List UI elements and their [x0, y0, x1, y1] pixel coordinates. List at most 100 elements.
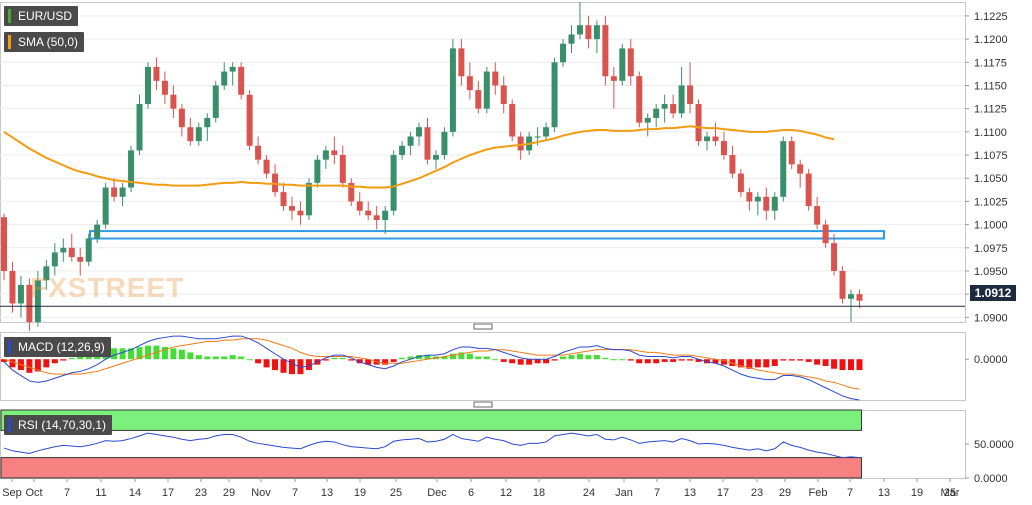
macd-histogram-bar	[695, 359, 702, 362]
macd-histogram-bar	[348, 359, 355, 361]
candle	[305, 178, 312, 220]
candle	[754, 192, 761, 216]
candle	[43, 259, 50, 290]
candle-body	[77, 257, 84, 262]
candle-body	[449, 48, 456, 132]
macd-histogram-bar	[780, 359, 787, 361]
macd-histogram-bar	[407, 356, 414, 360]
macd-label[interactable]: MACD (12,26,9)	[4, 337, 111, 357]
y-tick-label: 1.1000	[974, 220, 1008, 232]
macd-histogram-bar	[720, 359, 727, 365]
macd-histogram-bar	[272, 359, 279, 371]
candle	[153, 57, 160, 91]
y-tick-label: 1.1075	[974, 150, 1008, 162]
candle-body	[610, 76, 617, 81]
candle	[627, 39, 634, 86]
candle	[144, 62, 151, 109]
candle-body	[60, 247, 67, 253]
candle	[34, 270, 41, 327]
candle	[128, 145, 135, 193]
candle-body	[441, 131, 448, 156]
candle	[314, 155, 321, 188]
sma-line	[3, 125, 835, 189]
macd-histogram-bar	[466, 353, 473, 360]
macd-histogram-bar	[111, 348, 118, 360]
y-tick-label: 0.0000	[974, 354, 1008, 366]
x-tick-label: 23	[751, 487, 763, 499]
candle	[26, 278, 33, 332]
support-zone-box	[89, 230, 885, 240]
macd-histogram-bar	[238, 356, 245, 360]
candle	[661, 94, 668, 123]
candle	[670, 94, 677, 118]
macd-histogram-bar	[9, 359, 16, 368]
candle-body	[856, 294, 863, 301]
macd-histogram-bar	[771, 359, 778, 366]
x-tick-label: 24	[583, 487, 595, 499]
candle	[94, 219, 101, 244]
macd-histogram-bar	[475, 356, 482, 360]
candle	[365, 201, 372, 220]
price-panel: 1.1225 1.1200 1.1175 1.1150 1.1125 1.1100 1.10…	[0, 2, 1008, 479]
candle-body	[322, 150, 329, 160]
candle-body	[195, 127, 202, 142]
macd-histogram-bar	[43, 359, 50, 368]
y-tick-label: 1.1175	[974, 57, 1007, 69]
macd-histogram-bar	[297, 359, 304, 375]
candle-body	[416, 127, 423, 137]
y-tick-label: 1.0900	[974, 312, 1008, 324]
macd-histogram-bar	[34, 359, 41, 372]
macd-histogram-bar	[670, 359, 677, 362]
candle	[602, 15, 609, 86]
candle-body	[754, 196, 761, 202]
candle-body	[314, 159, 321, 183]
symbol-label[interactable]: EUR/USD	[4, 6, 79, 26]
candle	[195, 122, 202, 146]
candle-body	[585, 25, 592, 40]
candle	[238, 62, 245, 100]
candle-body	[653, 108, 660, 118]
macd-histogram-bar	[509, 359, 516, 364]
candle	[288, 196, 295, 220]
panel-resize-handle	[473, 401, 493, 408]
candle-body	[466, 76, 473, 91]
watermark: FXSTREET	[30, 272, 185, 303]
candle-body	[814, 206, 821, 225]
candle	[678, 66, 685, 118]
candle-body	[602, 25, 609, 77]
x-tick-label: Oct	[25, 487, 42, 499]
candle	[483, 66, 490, 114]
candle	[255, 136, 262, 165]
macd-histogram-bar	[449, 353, 456, 360]
candle	[407, 131, 414, 156]
candle	[593, 20, 600, 54]
macd-label-text: MACD (12,26,9)	[18, 340, 105, 354]
candle	[263, 155, 270, 179]
candle-body	[839, 270, 846, 299]
candle	[424, 117, 431, 165]
rsi-label[interactable]: RSI (14,70,30,1)	[4, 415, 113, 435]
macd-histogram-bar	[68, 357, 75, 360]
x-tick-label: Sep	[2, 487, 22, 499]
candle-body	[475, 90, 482, 109]
candle-body	[797, 164, 804, 174]
candle	[509, 99, 516, 142]
candle-body	[382, 210, 389, 220]
y-tick-label: 1.1200	[974, 34, 1008, 46]
x-tick-label: 6	[468, 487, 474, 499]
macd-histogram-bar	[85, 355, 92, 360]
candle-body	[788, 141, 795, 165]
macd-histogram-bar	[602, 357, 609, 360]
x-tick-label: 13	[321, 487, 333, 499]
macd-line	[3, 335, 860, 401]
sma-label[interactable]: SMA (50,0)	[4, 32, 85, 52]
macd-histogram-bar	[178, 349, 185, 360]
candle	[805, 168, 812, 211]
x-tick-label: 7	[292, 487, 298, 499]
candle-body	[636, 76, 643, 123]
candle	[585, 15, 592, 49]
candle	[212, 80, 219, 123]
macd-histogram-bar	[399, 357, 406, 360]
candle	[229, 62, 236, 86]
macd-histogram-bar	[441, 356, 448, 360]
